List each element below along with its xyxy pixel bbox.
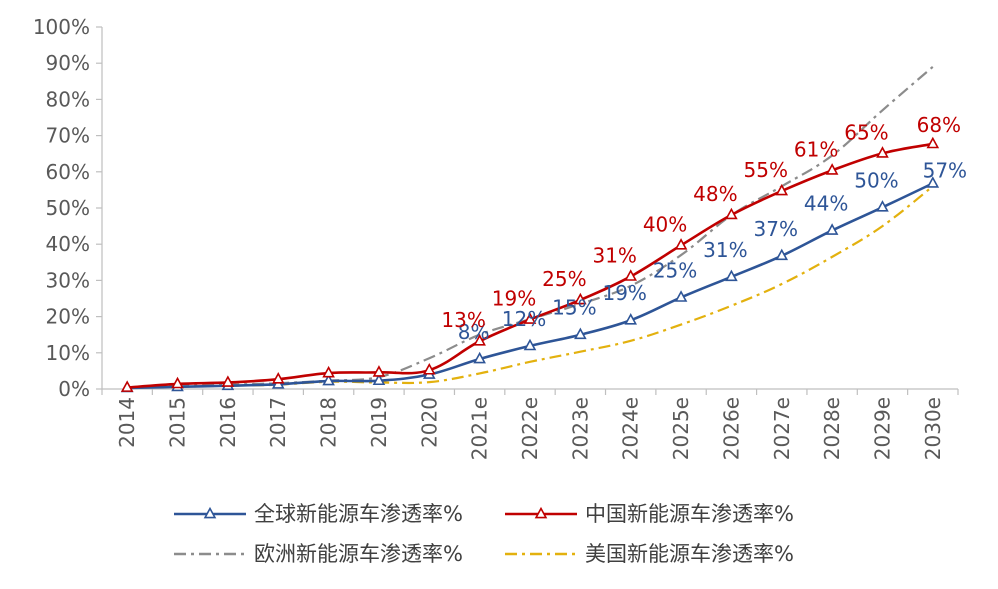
- data-point-marker: [120, 380, 134, 392]
- data-point-marker: [322, 373, 335, 386]
- legend-item: 全球新能源车渗透率%: [174, 502, 463, 526]
- y-tick-label: 70%: [46, 124, 90, 148]
- x-tick-label: 2019: [367, 397, 391, 448]
- x-tick-label: 2021e: [468, 397, 492, 460]
- series-line: [127, 142, 934, 389]
- x-tick-label: 2018: [317, 397, 341, 448]
- legend-label: 美国新能源车渗透率%: [585, 542, 794, 566]
- data-point-marker: [271, 372, 285, 384]
- x-tick-label: 2022e: [518, 397, 542, 460]
- data-label: 65%: [844, 120, 888, 144]
- data-label: 31%: [703, 238, 747, 262]
- y-tick-label: 10%: [46, 341, 90, 365]
- y-tick-label: 30%: [46, 268, 90, 292]
- legend-label: 中国新能源车渗透率%: [585, 502, 794, 526]
- data-point-marker: [372, 365, 386, 377]
- data-label: 25%: [542, 267, 586, 291]
- data-point-marker: [674, 290, 688, 302]
- y-tick-label: 60%: [46, 160, 90, 184]
- data-point-marker: [674, 238, 688, 250]
- data-point-marker: [322, 365, 335, 378]
- x-tick-label: 2030e: [921, 397, 945, 460]
- x-tick-label: 2016: [216, 397, 240, 448]
- data-point-marker: [825, 163, 839, 175]
- data-label: 13%: [441, 308, 485, 332]
- legend-label: 全球新能源车渗透率%: [254, 502, 463, 526]
- data-label: 44%: [804, 191, 848, 215]
- x-tick-label: 2025e: [669, 397, 693, 460]
- x-tick-label: 2023e: [568, 397, 592, 460]
- legend-item: 中国新能源车渗透率%: [505, 502, 794, 526]
- data-label: 37%: [754, 217, 798, 241]
- data-point-marker: [775, 183, 789, 196]
- legend-item: 欧洲新能源车渗透率%: [174, 542, 463, 566]
- data-point-marker: [574, 327, 587, 340]
- y-tick-label: 0%: [58, 377, 90, 401]
- x-tick-label: 2015: [166, 397, 190, 448]
- data-point-marker: [473, 334, 486, 346]
- x-tick-label: 2029e: [870, 397, 894, 460]
- x-tick-label: 2026e: [719, 397, 743, 460]
- data-label: 61%: [794, 137, 838, 161]
- data-label: 19%: [602, 281, 646, 305]
- data-label: 68%: [917, 113, 961, 137]
- series-line: [127, 185, 934, 389]
- axes: 0% 10% 20% 30% 40% 50% 60% 70% 80% 90% 100% 2014 201…: [33, 15, 959, 460]
- data-label: 15%: [552, 296, 596, 320]
- y-tick-label: 80%: [46, 87, 90, 111]
- data-point-marker: [876, 146, 889, 158]
- data-point-marker: [221, 375, 235, 387]
- data-label: 12%: [502, 307, 546, 331]
- data-label: 48%: [693, 182, 737, 206]
- data-label: 19%: [492, 286, 536, 310]
- data-point-marker: [825, 223, 839, 235]
- data-point-marker: [876, 200, 889, 212]
- legend-label: 欧洲新能源车渗透率%: [254, 542, 463, 566]
- x-tick-label: 2020: [417, 397, 441, 448]
- y-tick-label: 20%: [46, 305, 90, 329]
- legend: 全球新能源车渗透率% 中国新能源车渗透率% 欧洲新能源车渗透率% 美国新能源车渗透率%: [174, 502, 794, 566]
- y-tick-label: 90%: [46, 51, 90, 75]
- data-point-marker: [372, 373, 386, 386]
- data-point-marker: [725, 207, 738, 220]
- x-tick-label: 2028e: [820, 397, 844, 460]
- data-point-marker: [775, 248, 789, 261]
- data-point-marker: [574, 292, 587, 305]
- data-point-marker: [725, 269, 738, 282]
- data-label: 57%: [923, 158, 967, 182]
- data-point-marker: [473, 351, 486, 364]
- x-tick-label: 2014: [115, 397, 139, 448]
- data-point-marker: [523, 312, 537, 324]
- data-label: 31%: [592, 243, 636, 267]
- x-tick-label: 2027e: [770, 397, 794, 460]
- data-point-marker: [926, 176, 940, 188]
- data-label: 25%: [653, 258, 697, 282]
- legend-item: 美国新能源车渗透率%: [505, 542, 794, 566]
- data-labels: 8%12% 15%19%25%31%37%44%50% 57%13%19%25%31…: [441, 113, 967, 344]
- data-point-marker: [624, 269, 638, 281]
- y-tick-label: 40%: [46, 232, 90, 256]
- data-point-marker: [523, 338, 537, 351]
- legend-marker-icon: [534, 506, 548, 519]
- data-point-marker: [624, 313, 638, 325]
- data-label: 55%: [744, 158, 788, 182]
- data-label: 8%: [458, 320, 490, 344]
- data-label: 40%: [643, 212, 687, 236]
- y-tick-label: 50%: [46, 196, 90, 220]
- x-tick-label: 2017: [266, 397, 290, 448]
- legend-marker-icon: [203, 506, 217, 519]
- data-label: 50%: [854, 168, 898, 192]
- data-point-marker: [422, 363, 436, 375]
- x-tick-label: 2024e: [619, 397, 643, 460]
- data-point-marker: [926, 136, 940, 149]
- data-point-marker: [171, 376, 184, 389]
- y-tick-label: 100%: [33, 15, 90, 39]
- series-lines: [120, 65, 940, 393]
